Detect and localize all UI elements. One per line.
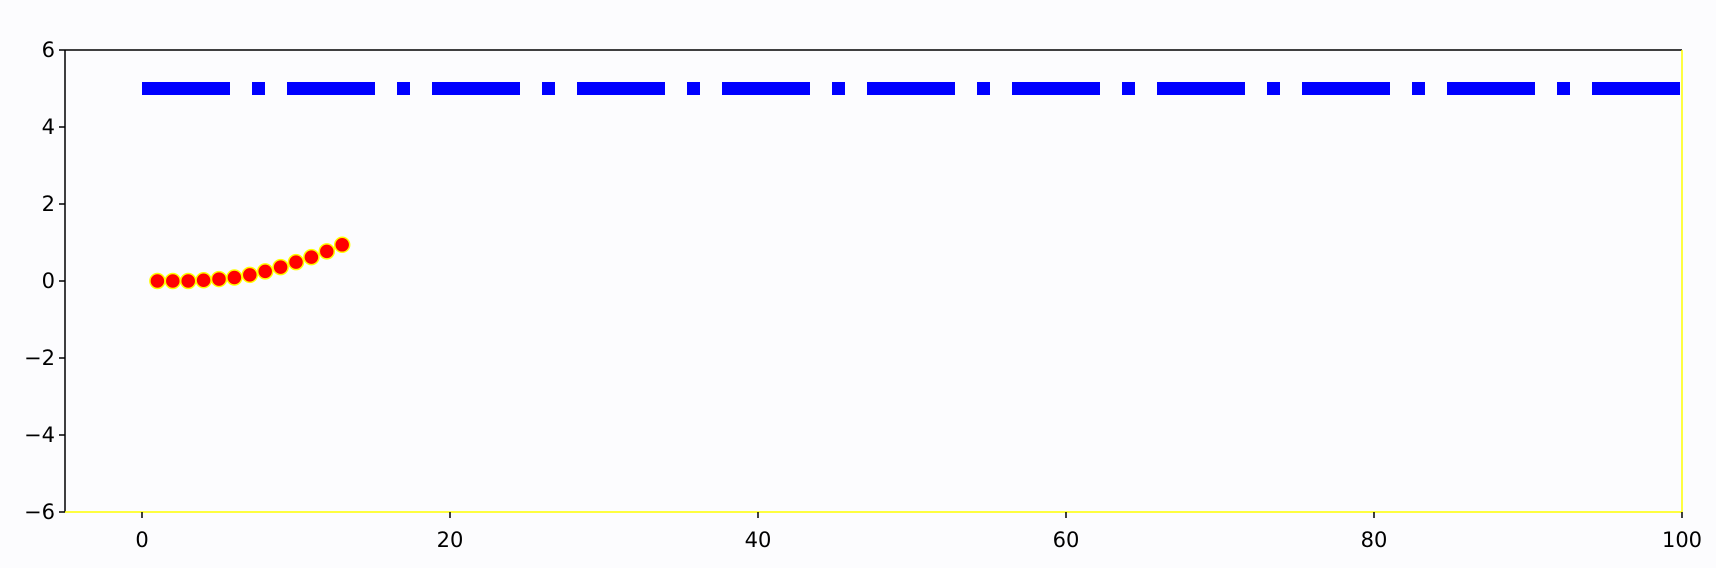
- data-point: [226, 269, 243, 286]
- y-tick-label: 2: [42, 192, 55, 216]
- x-tick-label: 0: [135, 528, 148, 552]
- data-point: [164, 272, 182, 290]
- data-point: [287, 253, 305, 271]
- data-point: [303, 248, 320, 266]
- data-point: [318, 243, 336, 260]
- data-point: [149, 272, 166, 290]
- axes: [59, 49, 1683, 518]
- y-tick-label: −6: [24, 500, 55, 524]
- data-point: [195, 271, 212, 289]
- data-point: [241, 266, 259, 284]
- data-point: [179, 272, 197, 290]
- data-point: [210, 270, 228, 288]
- y-tick-label: 0: [42, 269, 55, 293]
- plot-area: [65, 50, 1682, 512]
- data-point: [272, 258, 289, 276]
- y-tick-label: 4: [42, 115, 55, 139]
- x-tick-label: 60: [1053, 528, 1080, 552]
- x-tick-label: 40: [745, 528, 772, 552]
- x-tick-label: 100: [1662, 528, 1702, 552]
- y-tick-label: −4: [24, 423, 55, 447]
- x-tick-label: 80: [1361, 528, 1388, 552]
- data-point: [256, 263, 274, 280]
- data-point: [333, 236, 351, 254]
- y-tick-label: −2: [24, 346, 55, 370]
- x-tick-label: 20: [437, 528, 464, 552]
- plot-series: [142, 82, 1682, 290]
- y-tick-label: 6: [42, 38, 55, 62]
